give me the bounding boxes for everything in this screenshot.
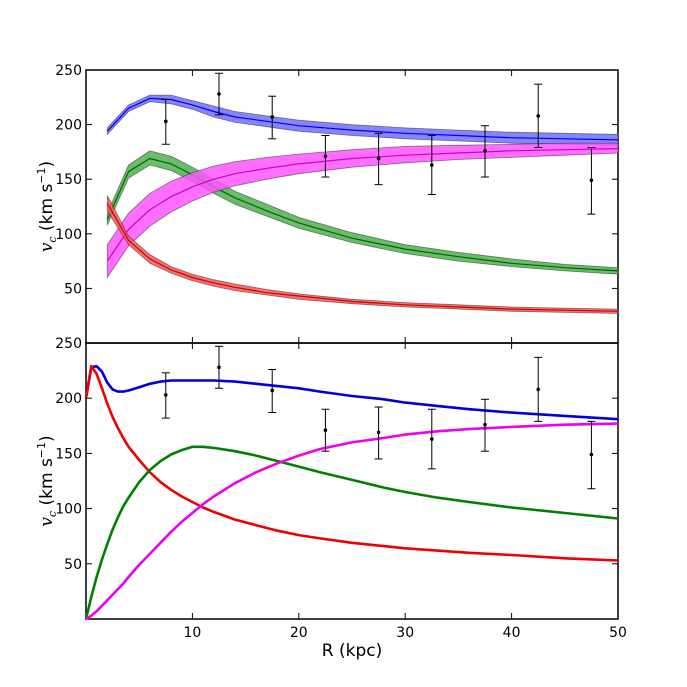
top-data-point bbox=[215, 72, 223, 116]
top-ylabel-units: (km s bbox=[37, 184, 57, 231]
bottom-ylabel-units: (km s bbox=[37, 458, 57, 505]
top-data-point bbox=[534, 83, 543, 149]
bottom-data-marker bbox=[270, 388, 275, 393]
bottom-series-disk bbox=[84, 445, 619, 620]
top-data-marker bbox=[430, 163, 434, 167]
top-band-disk bbox=[106, 150, 619, 275]
bottom-data-marker bbox=[483, 422, 487, 427]
top-data-marker bbox=[483, 149, 487, 153]
bottom-panel: 50 100 150 200 250 10 20 30 40 50 vc (km s−1) R (… bbox=[35, 336, 627, 661]
bottom-data-point bbox=[427, 408, 436, 470]
top-data-point bbox=[427, 135, 436, 195]
top-plot-area bbox=[106, 72, 619, 314]
top-data-marker bbox=[164, 119, 168, 124]
top-ylabel-v: v bbox=[37, 242, 57, 252]
bottom-ylabel-v: v bbox=[37, 517, 57, 527]
bottom-data-marker bbox=[536, 387, 540, 392]
bottom-series-halo bbox=[85, 422, 619, 621]
top-panel: 50 100 150 200 250 vc (km s−1) bbox=[35, 63, 619, 344]
top-data-marker bbox=[217, 92, 221, 96]
bottom-x-tick-label: 30 bbox=[396, 625, 414, 641]
bottom-plot-frame bbox=[85, 342, 619, 620]
top-y-tick-label: 50 bbox=[64, 281, 82, 297]
bottom-y-tick-label: 50 bbox=[64, 557, 82, 573]
top-axes: 50 100 150 200 250 bbox=[55, 63, 619, 343]
top-data-marker bbox=[270, 115, 275, 119]
top-data-point bbox=[587, 147, 596, 215]
top-y-axis-label: vc (km s−1) bbox=[35, 161, 59, 252]
bottom-data-marker bbox=[217, 365, 221, 370]
top-ylabel-sub: c bbox=[46, 236, 59, 242]
bottom-data-point bbox=[374, 406, 383, 460]
bottom-x-tick-label: 10 bbox=[183, 625, 201, 641]
bottom-x-tick-label: 40 bbox=[503, 625, 521, 641]
bottom-ylabel-close: ) bbox=[37, 435, 57, 442]
x-axis-label: R (kpc) bbox=[322, 641, 382, 661]
top-band-line-halo bbox=[106, 148, 619, 262]
bottom-x-tick-label: 50 bbox=[609, 625, 627, 641]
bottom-data-point bbox=[268, 368, 277, 414]
bottom-series-bulge bbox=[84, 364, 619, 562]
bottom-data-point bbox=[534, 356, 543, 422]
top-band-halo bbox=[106, 142, 619, 279]
bottom-axes: 50 100 150 200 250 10 20 30 40 50 bbox=[55, 336, 627, 641]
bottom-data-point bbox=[587, 420, 596, 490]
top-data-marker bbox=[376, 156, 381, 161]
top-data-marker bbox=[323, 154, 328, 159]
bottom-data-marker bbox=[430, 437, 434, 441]
top-y-tick-label: 250 bbox=[55, 63, 82, 79]
top-data-marker bbox=[589, 178, 594, 183]
top-band-line-bulge bbox=[106, 202, 619, 312]
bottom-data-point bbox=[215, 345, 223, 389]
top-y-tick-label: 100 bbox=[55, 227, 82, 243]
bottom-y-tick-label: 150 bbox=[55, 446, 82, 462]
top-ylabel-exp: −1 bbox=[35, 167, 48, 183]
top-ylabel-close: ) bbox=[37, 161, 57, 168]
top-data-point bbox=[161, 98, 170, 145]
bottom-data-point bbox=[481, 398, 489, 452]
bottom-data-marker bbox=[376, 430, 381, 435]
bottom-series-total bbox=[84, 364, 619, 421]
top-band-bulge bbox=[106, 195, 619, 314]
top-data-point bbox=[321, 135, 330, 178]
bottom-y-tick-label: 100 bbox=[55, 502, 82, 518]
top-y-tick-label: 200 bbox=[55, 118, 82, 134]
top-band-line-total bbox=[106, 97, 619, 141]
bottom-data-point bbox=[161, 372, 170, 419]
bottom-y-tick-label: 200 bbox=[55, 391, 82, 407]
bottom-data-marker bbox=[589, 452, 594, 457]
bottom-y-axis-label: vc (km s−1) bbox=[35, 435, 59, 526]
top-data-point bbox=[374, 132, 383, 186]
top-band-line-disk bbox=[106, 157, 619, 272]
top-data-point bbox=[268, 95, 277, 140]
top-data-point bbox=[481, 125, 489, 178]
bottom-y-tick-label: 250 bbox=[55, 336, 82, 352]
bottom-data-marker bbox=[323, 428, 328, 433]
top-data-marker bbox=[536, 114, 540, 118]
bottom-ylabel-exp: −1 bbox=[35, 442, 48, 458]
bottom-ylabel-sub: c bbox=[46, 511, 59, 517]
bottom-x-tick-label: 20 bbox=[290, 625, 308, 641]
bottom-data-marker bbox=[164, 393, 168, 397]
bottom-plot-area bbox=[84, 345, 619, 621]
bottom-data-point bbox=[321, 408, 330, 452]
top-y-tick-label: 150 bbox=[55, 172, 82, 188]
